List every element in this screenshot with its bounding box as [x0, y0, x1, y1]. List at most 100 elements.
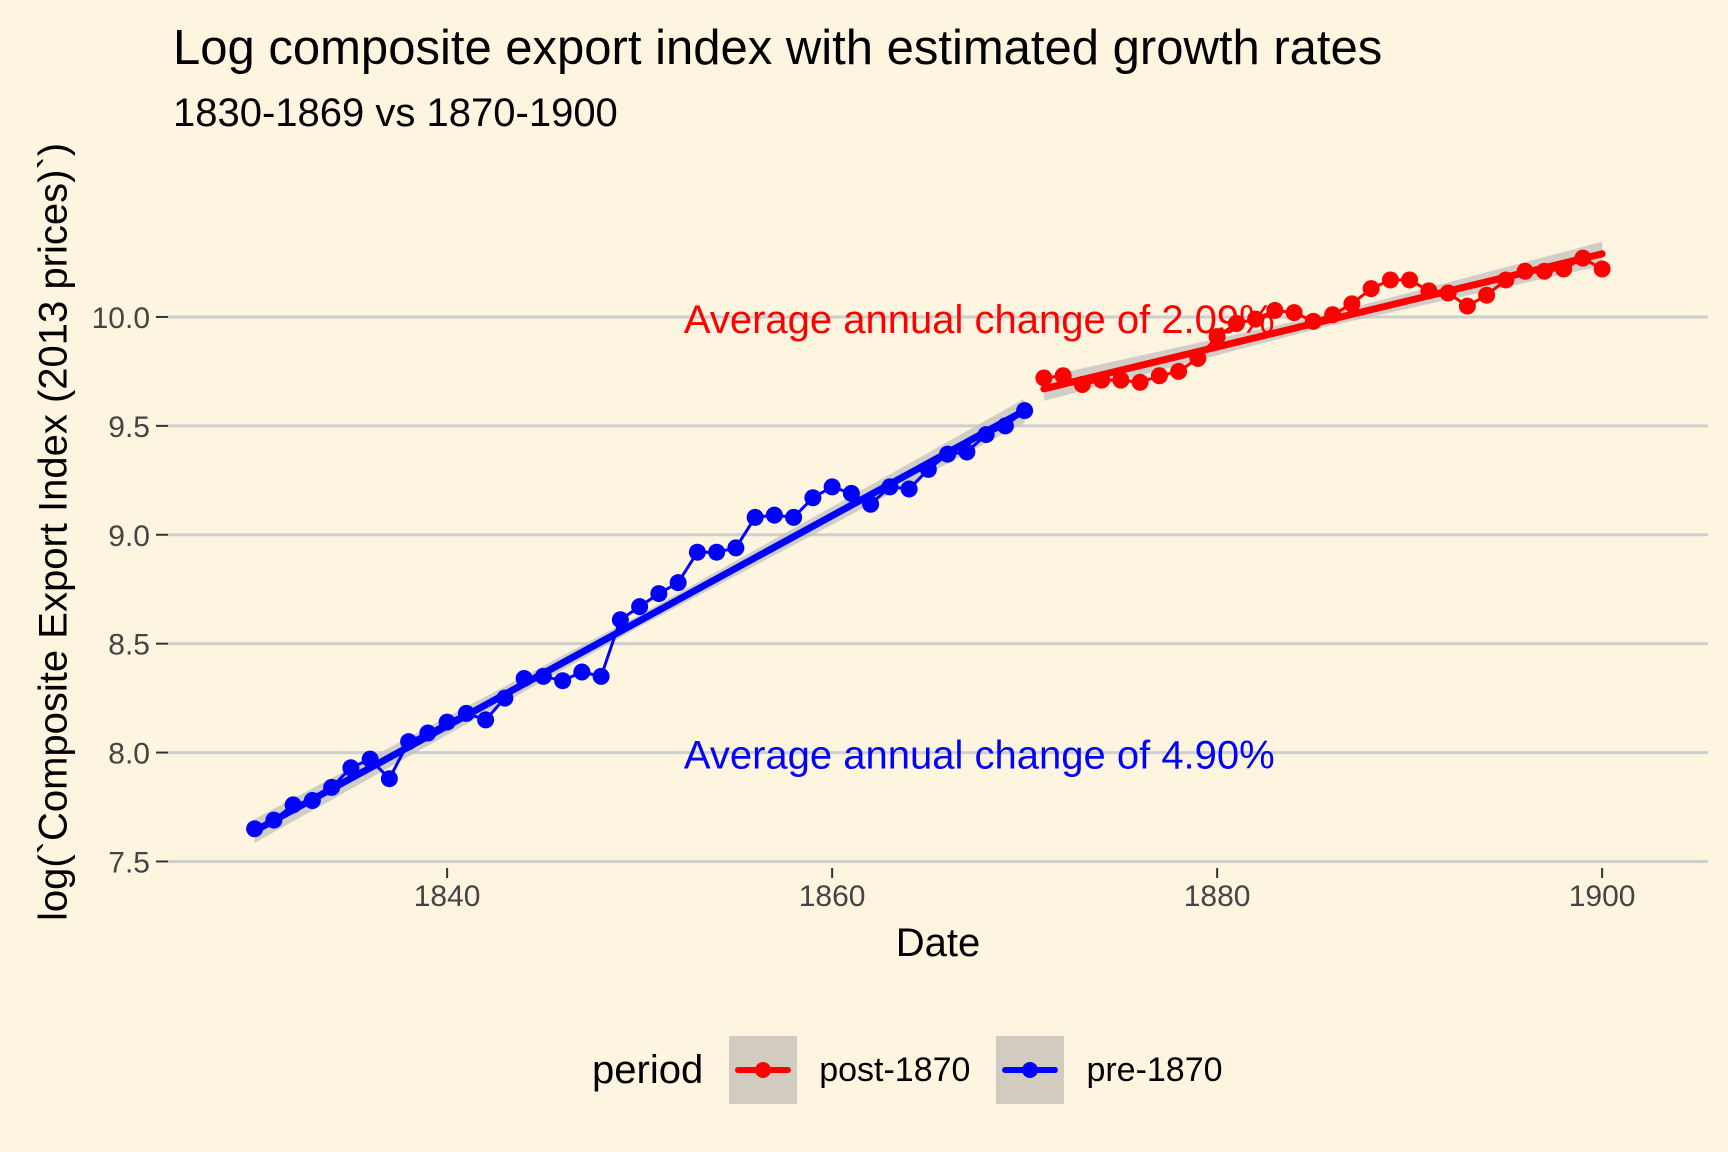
data-point-pre-1870 — [515, 670, 533, 688]
data-point-pre-1870 — [996, 417, 1014, 435]
data-point-pre-1870 — [380, 770, 398, 788]
data-point-post-1870 — [1516, 262, 1534, 280]
data-point-pre-1870 — [342, 759, 360, 777]
chart-title: Log composite export index with estimate… — [173, 21, 1383, 75]
data-point-pre-1870 — [785, 508, 803, 526]
data-point-pre-1870 — [1016, 402, 1034, 420]
x-axis-label: Date — [895, 921, 981, 965]
data-point-post-1870 — [1304, 312, 1322, 330]
data-point-pre-1870 — [977, 426, 995, 444]
data-point-post-1870 — [1247, 310, 1265, 328]
y-axis-label: log(`Composite Export Index (2013 prices… — [31, 142, 76, 922]
data-point-post-1870 — [1054, 367, 1072, 385]
data-point-post-1870 — [1227, 315, 1245, 333]
data-point-post-1870 — [1093, 371, 1111, 389]
legend-label-pre-1870: pre-1870 — [1086, 1050, 1223, 1089]
data-point-post-1870 — [1362, 280, 1380, 298]
y-tick-label: 9.5 — [108, 411, 150, 444]
data-point-post-1870 — [1189, 349, 1207, 367]
data-point-post-1870 — [1381, 271, 1399, 289]
legend-key-pre-1870 — [996, 1036, 1065, 1104]
data-point-post-1870 — [1497, 271, 1515, 289]
data-point-pre-1870 — [573, 663, 591, 681]
data-point-pre-1870 — [939, 445, 957, 463]
data-point-pre-1870 — [804, 489, 822, 507]
data-point-pre-1870 — [554, 672, 572, 690]
data-point-pre-1870 — [592, 667, 610, 685]
data-point-post-1870 — [1343, 295, 1361, 313]
y-tick-label: 10.0 — [92, 302, 150, 335]
data-point-post-1870 — [1478, 286, 1496, 304]
data-point-pre-1870 — [361, 750, 379, 768]
legend-label-post-1870: post-1870 — [819, 1050, 971, 1089]
legend-item-pre-1870: pre-1870 — [996, 1036, 1223, 1104]
annotation-0: Average annual change of 2.09% — [684, 298, 1275, 342]
data-point-post-1870 — [1266, 301, 1284, 319]
data-point-post-1870 — [1401, 271, 1419, 289]
x-tick-label: 1840 — [414, 880, 481, 913]
data-point-pre-1870 — [477, 711, 495, 729]
data-point-pre-1870 — [919, 460, 937, 478]
data-point-pre-1870 — [900, 480, 918, 498]
legend-item-post-1870: post-1870 — [729, 1036, 970, 1104]
data-point-pre-1870 — [631, 598, 649, 616]
data-point-pre-1870 — [496, 689, 514, 707]
data-point-post-1870 — [1420, 282, 1438, 300]
data-point-pre-1870 — [400, 733, 418, 751]
x-tick-label: 1880 — [1184, 880, 1251, 913]
data-point-post-1870 — [1112, 371, 1130, 389]
data-point-pre-1870 — [650, 585, 668, 603]
data-point-pre-1870 — [265, 811, 283, 829]
data-point-post-1870 — [1208, 328, 1226, 346]
data-point-pre-1870 — [881, 478, 899, 496]
gridlines — [168, 315, 1708, 863]
data-point-post-1870 — [1131, 373, 1149, 391]
y-tick-label: 8.5 — [108, 629, 150, 662]
trend-line-pre-1870 — [251, 407, 1029, 835]
data-point-post-1870 — [1555, 260, 1573, 278]
data-point-pre-1870 — [958, 443, 976, 461]
annotation-1: Average annual change of 4.90% — [684, 734, 1275, 778]
data-point-post-1870 — [1574, 249, 1592, 267]
data-point-post-1870 — [1170, 362, 1188, 380]
data-point-pre-1870 — [457, 704, 475, 722]
data-point-post-1870 — [1035, 369, 1053, 387]
data-point-pre-1870 — [323, 778, 341, 796]
data-point-post-1870 — [1593, 260, 1611, 278]
data-point-pre-1870 — [669, 574, 687, 592]
series-layer — [246, 249, 1611, 838]
data-point-pre-1870 — [842, 484, 860, 502]
data-point-post-1870 — [1324, 306, 1342, 324]
y-tick-label: 7.5 — [108, 846, 150, 879]
data-point-post-1870 — [1285, 304, 1303, 322]
data-point-pre-1870 — [611, 611, 629, 629]
axis-ticks: 7.5 8.0 8.5 9.0 9.5 10.0 1840 1860 1880 1900 — [92, 302, 1636, 913]
data-point-post-1870 — [1073, 375, 1091, 393]
data-point-post-1870 — [1439, 284, 1457, 302]
x-tick-label: 1860 — [799, 880, 866, 913]
data-point-post-1870 — [1535, 262, 1553, 280]
data-point-pre-1870 — [246, 820, 264, 838]
legend-title: period — [592, 1047, 704, 1092]
data-point-pre-1870 — [534, 667, 552, 685]
x-tick-label: 1900 — [1569, 880, 1636, 913]
legend: period post-1870 pre-1870 — [592, 1036, 1249, 1104]
data-point-pre-1870 — [823, 478, 841, 496]
data-point-pre-1870 — [708, 543, 726, 561]
y-tick-label: 9.0 — [108, 520, 150, 553]
data-point-pre-1870 — [688, 543, 706, 561]
y-tick-label: 8.0 — [108, 738, 150, 771]
chart-subtitle: 1830-1869 vs 1870-1900 — [173, 91, 618, 135]
annotations: Average annual change of 2.09% Average an… — [684, 298, 1275, 778]
data-point-post-1870 — [1458, 297, 1476, 315]
data-point-pre-1870 — [727, 539, 745, 557]
legend-key-post-1870 — [729, 1036, 798, 1104]
data-point-pre-1870 — [746, 508, 764, 526]
data-point-pre-1870 — [419, 724, 437, 742]
data-point-pre-1870 — [862, 495, 880, 513]
data-point-pre-1870 — [284, 796, 302, 814]
data-point-pre-1870 — [438, 713, 456, 731]
data-point-pre-1870 — [765, 506, 783, 524]
data-point-pre-1870 — [303, 791, 321, 809]
